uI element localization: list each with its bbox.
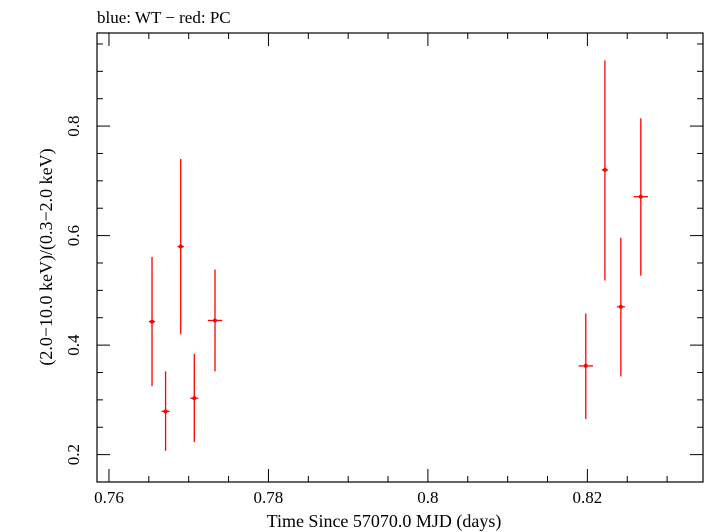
point-marker (213, 318, 218, 323)
point-marker (163, 409, 168, 414)
y-tick-label: 0.2 (64, 444, 83, 465)
data-point (207, 269, 223, 372)
x-axis-ticks: 0.76 0.78 0.8 0.82 (94, 33, 668, 507)
chart-title: blue: WT − red: PC (97, 8, 231, 27)
data-point (177, 158, 184, 335)
point-marker (583, 363, 588, 368)
x-tick-label: 0.82 (573, 488, 603, 507)
point-marker (192, 396, 197, 401)
data-point (616, 237, 625, 377)
point-marker (178, 244, 183, 249)
x-axis-label: Time Since 57070.0 MJD (days) (267, 511, 502, 532)
point-marker (602, 167, 607, 172)
plot-frame (96, 32, 704, 483)
data-point (161, 371, 170, 451)
data-points (148, 60, 648, 451)
data-point (578, 313, 593, 420)
y-tick-label: 0.6 (64, 225, 83, 246)
y-axis-label: (2.0−10.0 keV)/(0.3−2.0 keV) (36, 148, 57, 365)
x-tick-label: 0.8 (417, 488, 438, 507)
y-axis-ticks: 0.2 0.4 0.6 0.8 (64, 43, 703, 483)
y-tick-label: 0.4 (64, 334, 83, 356)
x-tick-label: 0.76 (94, 488, 124, 507)
point-marker (638, 194, 643, 199)
data-point (148, 256, 156, 387)
point-marker (618, 304, 623, 309)
data-point (601, 60, 609, 281)
point-marker (150, 319, 155, 324)
x-tick-label: 0.78 (254, 488, 284, 507)
data-point (190, 353, 199, 443)
y-tick-label: 0.8 (64, 115, 83, 136)
data-point (633, 118, 648, 276)
